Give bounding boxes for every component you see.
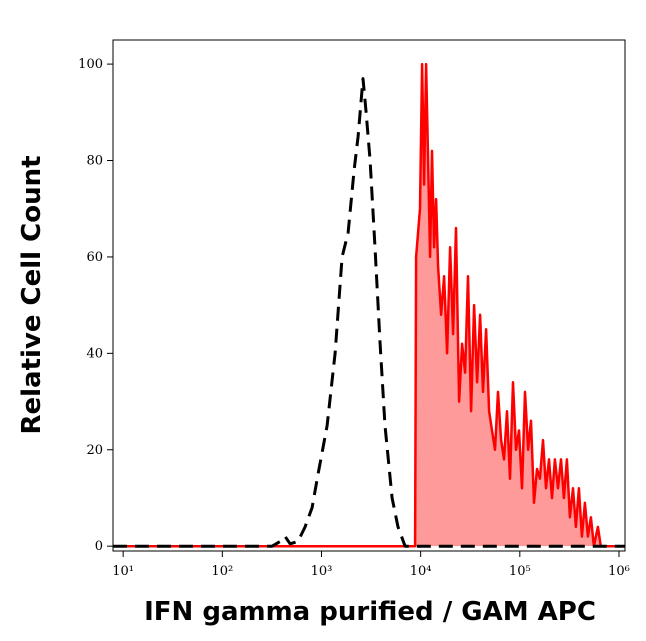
y-tick-label: 80 — [86, 154, 103, 169]
x-tick-label: 10³ — [311, 564, 333, 579]
x-axis-title: IFN gamma purified / GAM APC — [144, 597, 596, 627]
y-tick-label: 40 — [86, 346, 103, 361]
histogram-line — [113, 62, 625, 548]
histogram-line — [113, 77, 625, 548]
x-tick-label: 10² — [211, 564, 233, 579]
x-tick-label: 10¹ — [112, 564, 134, 579]
x-tick-label: 10⁴ — [410, 564, 432, 579]
y-tick-label: 60 — [86, 250, 103, 265]
x-tick-label: 10⁵ — [509, 564, 531, 579]
y-tick-label: 20 — [86, 443, 103, 458]
plot-frame — [112, 39, 626, 552]
y-axis-title: Relative Cell Count — [17, 155, 47, 434]
y-tick-label: 100 — [78, 57, 103, 72]
y-tick-label: 0 — [95, 539, 103, 554]
x-tick-label: 10⁶ — [608, 564, 630, 579]
